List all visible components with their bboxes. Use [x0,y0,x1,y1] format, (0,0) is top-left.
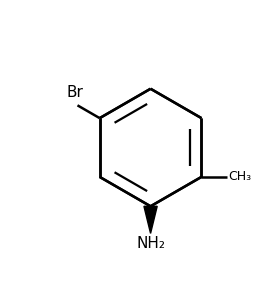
Text: CH₃: CH₃ [229,170,252,183]
Polygon shape [144,206,157,233]
Text: NH₂: NH₂ [136,237,165,251]
Text: Br: Br [66,85,83,100]
